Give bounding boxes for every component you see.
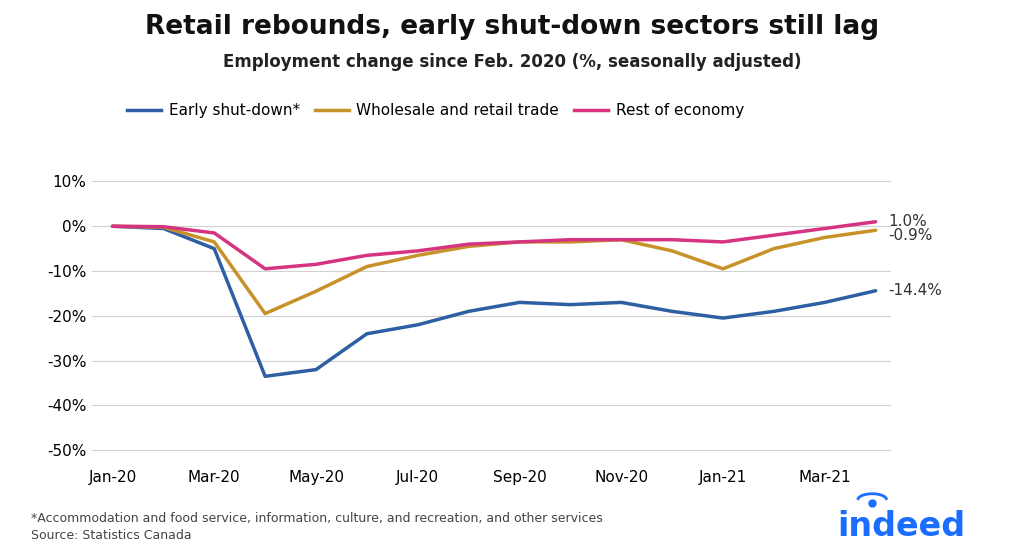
Text: 1.0%: 1.0%: [889, 214, 927, 229]
Text: indeed: indeed: [837, 510, 966, 543]
Text: -14.4%: -14.4%: [889, 283, 942, 298]
Text: Employment change since Feb. 2020 (%, seasonally adjusted): Employment change since Feb. 2020 (%, se…: [223, 53, 801, 71]
Text: -0.9%: -0.9%: [889, 228, 933, 243]
Legend: Early shut-down*, Wholesale and retail trade, Rest of economy: Early shut-down*, Wholesale and retail t…: [121, 97, 750, 124]
Text: Source: Statistics Canada: Source: Statistics Canada: [31, 529, 191, 542]
Text: *Accommodation and food service, information, culture, and recreation, and other: *Accommodation and food service, informa…: [31, 512, 602, 525]
Text: Retail rebounds, early shut-down sectors still lag: Retail rebounds, early shut-down sectors…: [145, 14, 879, 40]
